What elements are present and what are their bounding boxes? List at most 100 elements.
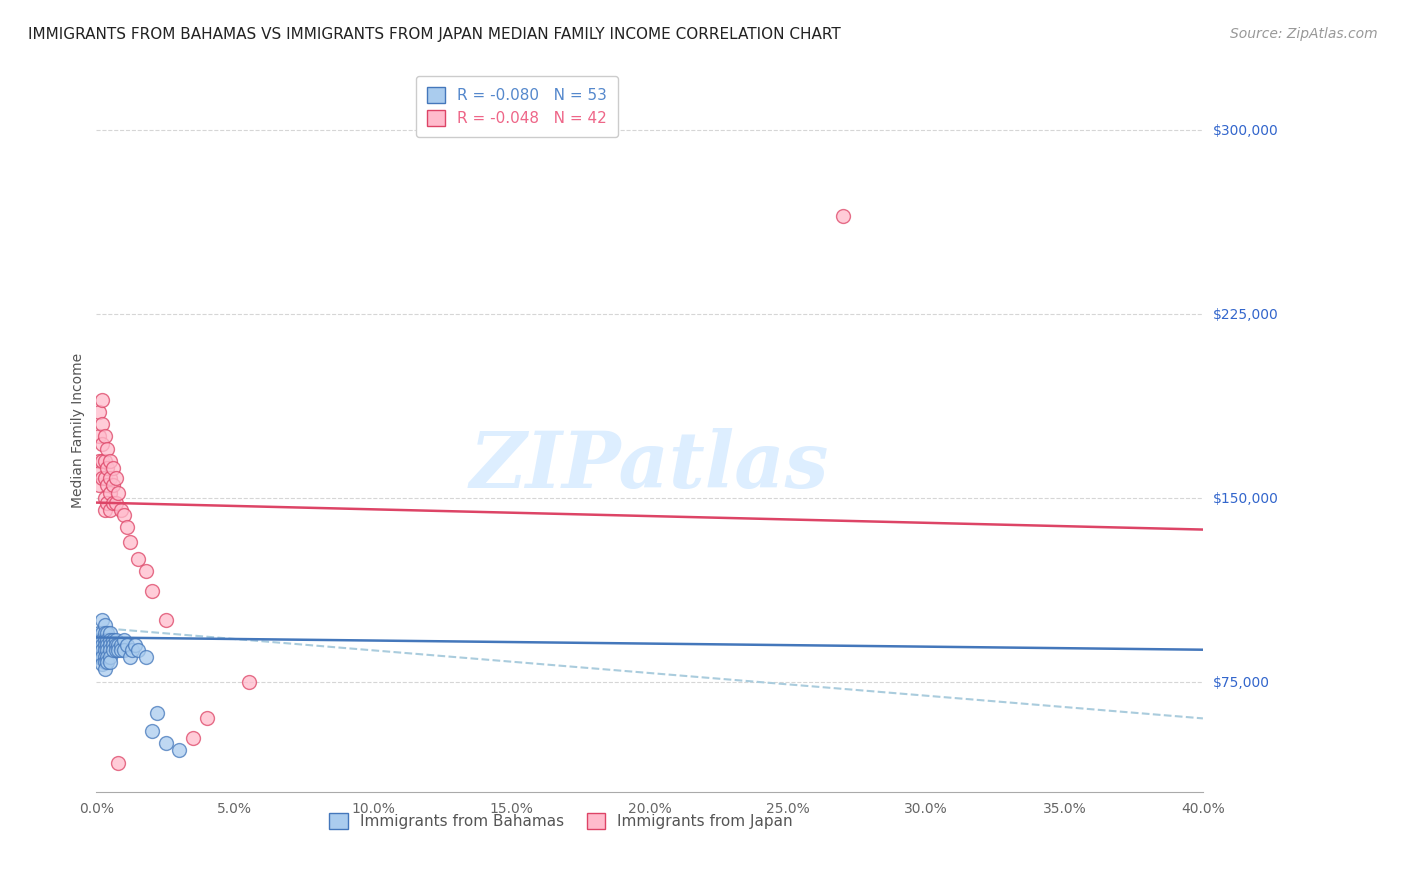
Point	[101, 461, 124, 475]
Point	[96, 625, 118, 640]
Point	[93, 650, 115, 665]
Point	[93, 638, 115, 652]
Point	[96, 642, 118, 657]
Point	[93, 471, 115, 485]
Point	[90, 650, 112, 665]
Point	[96, 650, 118, 665]
Point	[98, 632, 121, 647]
Point	[101, 632, 124, 647]
Point	[93, 429, 115, 443]
Point	[107, 638, 129, 652]
Point	[93, 632, 115, 647]
Point	[90, 417, 112, 431]
Point	[96, 461, 118, 475]
Point	[107, 756, 129, 770]
Point	[101, 495, 124, 509]
Text: IMMIGRANTS FROM BAHAMAS VS IMMIGRANTS FROM JAPAN MEDIAN FAMILY INCOME CORRELATIO: IMMIGRANTS FROM BAHAMAS VS IMMIGRANTS FR…	[28, 27, 841, 42]
Point	[98, 650, 121, 665]
Point	[93, 503, 115, 517]
Point	[107, 642, 129, 657]
Point	[110, 642, 132, 657]
Point	[104, 495, 127, 509]
Point	[121, 642, 143, 657]
Point	[832, 209, 855, 223]
Point	[87, 625, 110, 640]
Point	[90, 625, 112, 640]
Point	[146, 706, 169, 721]
Point	[98, 625, 121, 640]
Point	[127, 552, 149, 566]
Point	[90, 454, 112, 468]
Point	[104, 638, 127, 652]
Point	[115, 638, 138, 652]
Point	[90, 613, 112, 627]
Point	[90, 657, 112, 672]
Point	[118, 650, 141, 665]
Point	[93, 625, 115, 640]
Point	[112, 642, 135, 657]
Point	[93, 491, 115, 505]
Point	[112, 508, 135, 522]
Point	[87, 642, 110, 657]
Point	[90, 471, 112, 485]
Point	[93, 618, 115, 632]
Point	[110, 503, 132, 517]
Point	[90, 436, 112, 450]
Point	[135, 650, 157, 665]
Point	[98, 471, 121, 485]
Point	[93, 655, 115, 669]
Point	[96, 632, 118, 647]
Point	[87, 454, 110, 468]
Point	[141, 583, 163, 598]
Point	[90, 392, 112, 407]
Point	[238, 674, 260, 689]
Point	[87, 466, 110, 480]
Point	[155, 613, 177, 627]
Point	[98, 485, 121, 500]
Text: ZIPatlas: ZIPatlas	[470, 428, 830, 505]
Point	[98, 642, 121, 657]
Point	[127, 642, 149, 657]
Point	[98, 638, 121, 652]
Point	[90, 642, 112, 657]
Point	[93, 642, 115, 657]
Point	[87, 478, 110, 492]
Point	[90, 638, 112, 652]
Point	[112, 632, 135, 647]
Point	[107, 485, 129, 500]
Y-axis label: Median Family Income: Median Family Income	[72, 352, 86, 508]
Point	[104, 642, 127, 657]
Point	[87, 405, 110, 419]
Point	[96, 655, 118, 669]
Point	[104, 632, 127, 647]
Point	[110, 638, 132, 652]
Point	[96, 478, 118, 492]
Point	[93, 454, 115, 468]
Point	[155, 736, 177, 750]
Point	[98, 503, 121, 517]
Point	[135, 564, 157, 578]
Point	[124, 638, 146, 652]
Point	[181, 731, 204, 745]
Point	[96, 442, 118, 456]
Point	[87, 632, 110, 647]
Point	[93, 662, 115, 676]
Point	[169, 743, 191, 757]
Point	[195, 711, 218, 725]
Point	[98, 655, 121, 669]
Legend: Immigrants from Bahamas, Immigrants from Japan: Immigrants from Bahamas, Immigrants from…	[323, 806, 799, 835]
Point	[101, 638, 124, 652]
Point	[98, 454, 121, 468]
Text: Source: ZipAtlas.com: Source: ZipAtlas.com	[1230, 27, 1378, 41]
Point	[104, 471, 127, 485]
Point	[141, 723, 163, 738]
Point	[115, 520, 138, 534]
Point	[96, 638, 118, 652]
Point	[90, 632, 112, 647]
Point	[87, 429, 110, 443]
Point	[101, 478, 124, 492]
Point	[87, 650, 110, 665]
Point	[101, 642, 124, 657]
Point	[96, 495, 118, 509]
Point	[118, 534, 141, 549]
